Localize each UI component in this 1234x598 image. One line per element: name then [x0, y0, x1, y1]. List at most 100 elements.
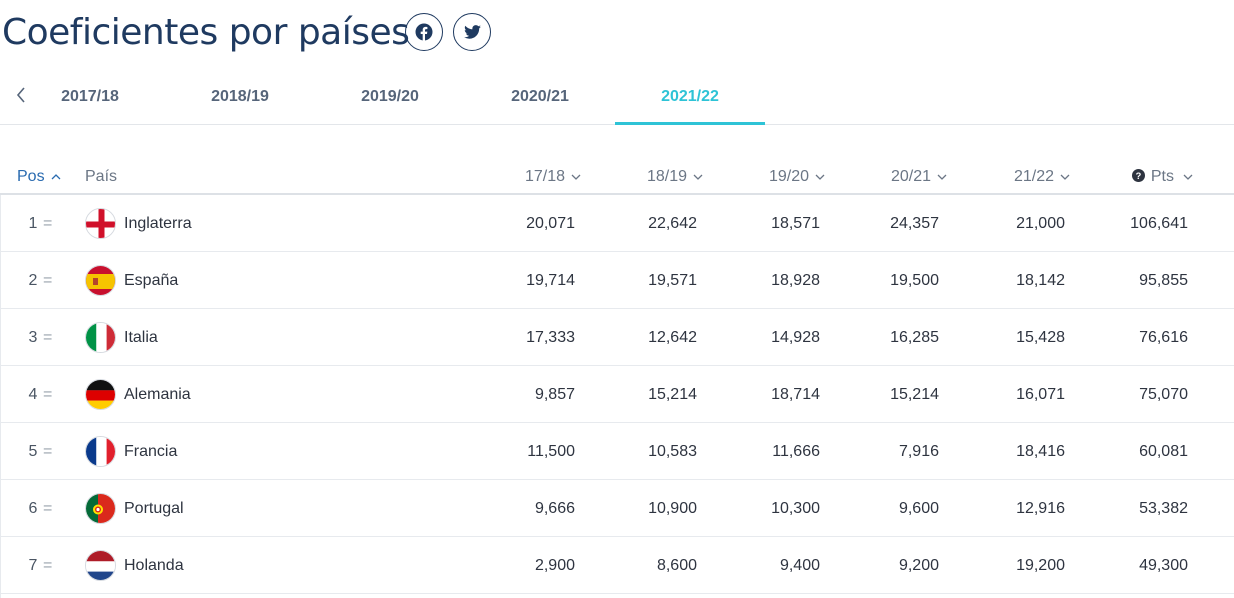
sort-col-header[interactable]: 17/18: [525, 168, 581, 186]
table-header: Pos País 17/18 18/19 19/20 20/21 21/22 ?…: [0, 160, 1234, 195]
help-icon[interactable]: ?: [1131, 169, 1145, 182]
col-header-label: 21/22: [1013, 168, 1054, 185]
sort-col-header[interactable]: 18/19: [647, 168, 703, 186]
season-coefficient-cell: 18,142: [1016, 272, 1065, 289]
rank-change-indicator: =: [43, 272, 53, 289]
season-coefficient-cell: 11,500: [527, 443, 575, 460]
country-name[interactable]: España: [124, 272, 179, 289]
rank-change-indicator: =: [43, 386, 53, 403]
chevron-down-icon: [937, 174, 947, 180]
italy-flag-icon: [85, 322, 116, 353]
sort-pos-header[interactable]: Pos: [17, 168, 61, 186]
season-coefficient-cell: 10,300: [771, 500, 820, 517]
table-row[interactable]: 5 = Francia 11,500 10,583 11,666 7,916 18,416 60…: [0, 423, 1234, 480]
table-row[interactable]: 7 = Holanda 2,900 8,600 9,400 9,200 19,200 49,30…: [0, 537, 1234, 594]
chevron-left-icon: [16, 87, 25, 103]
season-coefficient-cell: 18,571: [771, 215, 820, 232]
rank-change-indicator: =: [43, 557, 53, 574]
season-coefficient-cell: 7,916: [898, 443, 939, 460]
country-name[interactable]: Inglaterra: [124, 215, 192, 232]
season-coefficient-cell: 19,500: [890, 272, 939, 289]
svg-text:?: ?: [1136, 171, 1142, 181]
col-header-label: 19/20: [768, 168, 809, 185]
chevron-down-icon: [1183, 174, 1193, 180]
spain-flag-icon: [85, 265, 116, 296]
tab-2020-21[interactable]: 2020/21: [511, 88, 569, 105]
tab-2019-20[interactable]: 2019/20: [361, 88, 419, 105]
germany-flag-icon: [85, 379, 116, 410]
total-points-cell: 49,300: [1139, 557, 1188, 574]
season-coefficient-cell: 19,200: [1016, 557, 1065, 574]
season-coefficient-cell: 9,200: [898, 557, 939, 574]
sort-col-header[interactable]: 21/22: [1014, 168, 1070, 186]
netherlands-flag-icon: [85, 550, 116, 581]
rank-cell: 2: [28, 272, 38, 289]
rank-change-indicator: =: [43, 500, 53, 517]
season-coefficient-cell: 15,428: [1016, 329, 1065, 346]
coefficients-table: Pos País 17/18 18/19 19/20 20/21 21/22 ?…: [0, 160, 1234, 594]
season-coefficient-cell: 21,000: [1016, 215, 1065, 232]
facebook-share-button[interactable]: [405, 13, 443, 51]
season-coefficient-cell: 18,416: [1016, 443, 1065, 460]
season-tabs: 2017/18 2018/19 2019/20 2020/21 2021/22: [0, 72, 1234, 125]
season-coefficient-cell: 10,583: [648, 443, 697, 460]
chevron-down-icon: [693, 174, 703, 180]
tab-2018-19[interactable]: 2018/19: [211, 88, 269, 105]
season-coefficient-cell: 17,333: [526, 329, 575, 346]
rank-cell: 6: [28, 500, 38, 517]
tab-2017-18[interactable]: 2017/18: [61, 88, 119, 105]
season-coefficient-cell: 24,357: [890, 215, 939, 232]
sort-col-header[interactable]: 20/21: [891, 168, 947, 186]
season-coefficient-cell: 16,071: [1016, 386, 1065, 403]
country-name[interactable]: Italia: [124, 329, 158, 346]
total-points-cell: 95,855: [1139, 272, 1188, 289]
table-row[interactable]: 2 = España 19,714 19,571 18,928 19,500 18,142 95…: [0, 252, 1234, 309]
pts-header-label: Pts: [1150, 168, 1174, 185]
tabs-prev-button[interactable]: [10, 84, 32, 106]
table-row[interactable]: 4 = Alemania 9,857 15,214 18,714 15,214 16,071 7…: [0, 366, 1234, 423]
total-points-cell: 76,616: [1139, 329, 1188, 346]
country-name[interactable]: Holanda: [124, 557, 184, 574]
table-row[interactable]: 1 = Inglaterra 20,071 22,642 18,571 24,357 21,0…: [0, 195, 1234, 252]
chevron-down-icon: [815, 174, 825, 180]
season-coefficient-cell: 12,642: [648, 329, 697, 346]
season-coefficient-cell: 10,900: [648, 500, 697, 517]
france-flag-icon: [85, 436, 116, 467]
season-coefficient-cell: 18,928: [771, 272, 820, 289]
country-name[interactable]: Alemania: [124, 386, 191, 403]
rank-change-indicator: =: [43, 443, 53, 460]
table-row[interactable]: 3 = Italia 17,333 12,642 14,928 16,285 15,428 76…: [0, 309, 1234, 366]
season-coefficient-cell: 8,600: [656, 557, 697, 574]
twitter-share-button[interactable]: [453, 13, 491, 51]
season-coefficient-cell: 19,714: [526, 272, 575, 289]
england-flag-icon: [85, 208, 116, 239]
pos-header-label: Pos: [17, 168, 45, 185]
sort-col-header[interactable]: 19/20: [769, 168, 825, 186]
season-coefficient-cell: 16,285: [890, 329, 939, 346]
col-header-label: 20/21: [890, 168, 931, 185]
rank-cell: 3: [28, 329, 38, 346]
season-coefficient-cell: 9,666: [534, 500, 575, 517]
total-points-cell: 75,070: [1139, 386, 1188, 403]
sort-pts-header[interactable]: ? Pts: [1131, 168, 1193, 186]
season-coefficient-cell: 14,928: [771, 329, 820, 346]
season-coefficient-cell: 9,400: [779, 557, 820, 574]
chevron-down-icon: [1060, 174, 1070, 180]
tab-2021-22[interactable]: 2021/22: [615, 72, 765, 125]
season-coefficient-cell: 19,571: [648, 272, 697, 289]
table-row[interactable]: 6 = Portugal 9,666 10,900 10,300 9,600 12,916 53…: [0, 480, 1234, 537]
col-header-label: 18/19: [646, 168, 687, 185]
season-coefficient-cell: 9,857: [534, 386, 575, 403]
season-coefficient-cell: 9,600: [898, 500, 939, 517]
col-header-label: 17/18: [524, 168, 565, 185]
total-points-cell: 60,081: [1139, 443, 1188, 460]
total-points-cell: 53,382: [1139, 500, 1188, 517]
country-name[interactable]: Francia: [124, 443, 178, 460]
season-coefficient-cell: 15,214: [890, 386, 939, 403]
season-coefficient-cell: 15,214: [648, 386, 697, 403]
country-name[interactable]: Portugal: [124, 500, 184, 517]
table-body: 1 = Inglaterra 20,071 22,642 18,571 24,357 21,0…: [0, 195, 1234, 594]
season-coefficient-cell: 12,916: [1016, 500, 1065, 517]
rank-change-indicator: =: [43, 329, 53, 346]
page-title: Coeficientes por países: [2, 12, 410, 53]
